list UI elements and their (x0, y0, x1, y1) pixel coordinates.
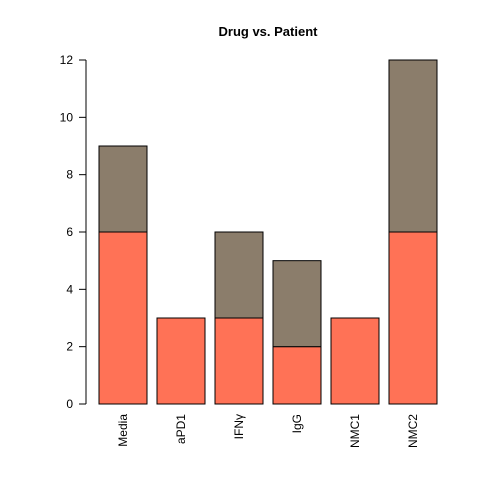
y-tick-label: 8 (66, 168, 73, 182)
y-tick-label: 12 (60, 53, 74, 67)
x-tick-label: NMC2 (406, 414, 420, 448)
bar-segment (214, 231, 264, 319)
y-tick-label: 0 (66, 397, 73, 411)
bar-segment (214, 317, 264, 405)
bar-segment (272, 346, 322, 405)
y-tick-label: 10 (60, 110, 74, 124)
bar-segment (330, 317, 380, 405)
x-tick-label: aPD1 (174, 414, 188, 444)
bar-segment (388, 231, 438, 405)
bar-segment (272, 260, 322, 348)
x-tick-label: IFNγ (232, 414, 246, 439)
y-tick-label: 4 (66, 282, 73, 296)
x-tick-label: IgG (290, 414, 304, 433)
bar-segment (98, 231, 148, 405)
chart-title: Drug vs. Patient (219, 24, 319, 39)
bar-segment (156, 317, 206, 405)
x-tick-label: Media (116, 414, 130, 447)
y-tick-label: 6 (66, 225, 73, 239)
bar-segment (98, 145, 148, 233)
x-axis-labels: Media aPD1 IFNγ IgG NMC1 NMC2 (116, 414, 420, 448)
y-tick-label: 2 (66, 340, 73, 354)
y-axis: 0 2 4 6 8 10 12 (60, 53, 87, 411)
x-tick-label: NMC1 (348, 414, 362, 448)
bars (98, 59, 438, 405)
bar-segment (388, 59, 438, 233)
